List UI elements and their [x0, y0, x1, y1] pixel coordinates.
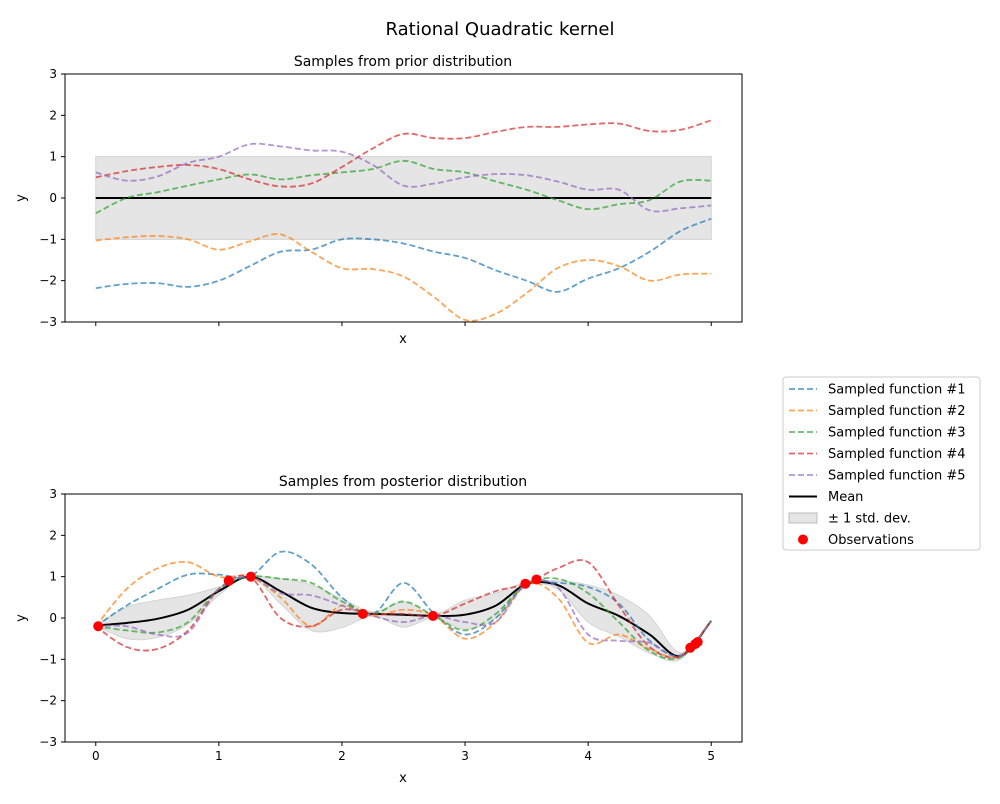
legend-observations-swatch: [798, 534, 808, 545]
posterior-title: Samples from posterior distribution: [279, 474, 527, 490]
legend-entry-label: Mean: [828, 490, 863, 505]
prior-sample-2-line: [95, 233, 712, 322]
legend-std-swatch: [788, 512, 818, 524]
observation-point: [93, 621, 104, 632]
posterior-sample-2-line: [95, 560, 712, 659]
posterior-xtick-label: 5: [707, 749, 715, 763]
posterior-ylabel: y: [14, 614, 29, 622]
prior-axes: Samples from prior distribution x y −3 −2…: [14, 54, 743, 347]
posterior-xtick-label: 1: [215, 749, 223, 763]
observation-point: [245, 571, 256, 582]
legend-entry-label: Sampled function #1: [828, 383, 966, 398]
posterior-xtick-label: 2: [338, 749, 346, 763]
posterior-sample-3-line: [95, 575, 712, 661]
prior-title: Samples from prior distribution: [294, 54, 512, 70]
posterior-ytick-label: 1: [49, 570, 57, 584]
posterior-std-band: [94, 575, 712, 662]
prior-ytick-label: −3: [39, 315, 57, 329]
observation-point: [428, 610, 439, 621]
posterior-ytick-label: −1: [39, 652, 57, 666]
legend-frame: [782, 376, 981, 551]
legend-entry-label: Sampled function #2: [828, 404, 966, 419]
prior-ytick-label: −1: [39, 232, 57, 246]
posterior-xtick-label: 3: [461, 749, 469, 763]
prior-sample-4-line: [95, 119, 712, 188]
observation-point: [357, 608, 368, 619]
prior-sample-1-line: [95, 217, 712, 293]
prior-ytick-label: 2: [49, 108, 57, 122]
observation-point: [520, 578, 531, 589]
prior-sample-5-line: [95, 142, 712, 213]
posterior-ytick-label: −3: [39, 735, 57, 749]
posterior-xlabel: x: [399, 771, 407, 786]
posterior-ytick-label: 2: [49, 528, 57, 542]
prior-ytick-label: 3: [49, 67, 57, 81]
observation-point: [531, 574, 542, 585]
posterior-ytick-label: −2: [39, 694, 57, 708]
legend: Sampled function #1 Sampled function #2 Sa…: [782, 376, 981, 551]
posterior-xtick-label: 0: [92, 749, 100, 763]
observation-point: [692, 636, 703, 647]
figure-title: Rational Quadratic kernel: [386, 19, 615, 40]
legend-entry-label: ± 1 std. dev.: [828, 512, 911, 527]
prior-sample-3-line: [95, 159, 712, 215]
legend-entry-label: Sampled function #5: [828, 469, 966, 484]
posterior-axes: Samples from posterior distribution x y …: [14, 474, 743, 786]
observation-point: [223, 575, 234, 586]
prior-xlabel: x: [399, 332, 407, 347]
legend-entry-label: Sampled function #4: [828, 447, 966, 462]
posterior-sample-5-line: [95, 575, 712, 658]
posterior-ytick-label: 3: [49, 487, 57, 501]
posterior-ytick-label: 0: [49, 611, 57, 625]
prior-ytick-label: 1: [49, 150, 57, 164]
prior-ylabel: y: [14, 194, 29, 202]
legend-entry-label: Sampled function #3: [828, 426, 966, 441]
prior-ytick-label: −2: [39, 274, 57, 288]
posterior-sample-4-line: [95, 559, 712, 659]
prior-ytick-label: 0: [49, 191, 57, 205]
posterior-xtick-label: 4: [584, 749, 592, 763]
legend-entry-label: Observations: [828, 533, 914, 548]
